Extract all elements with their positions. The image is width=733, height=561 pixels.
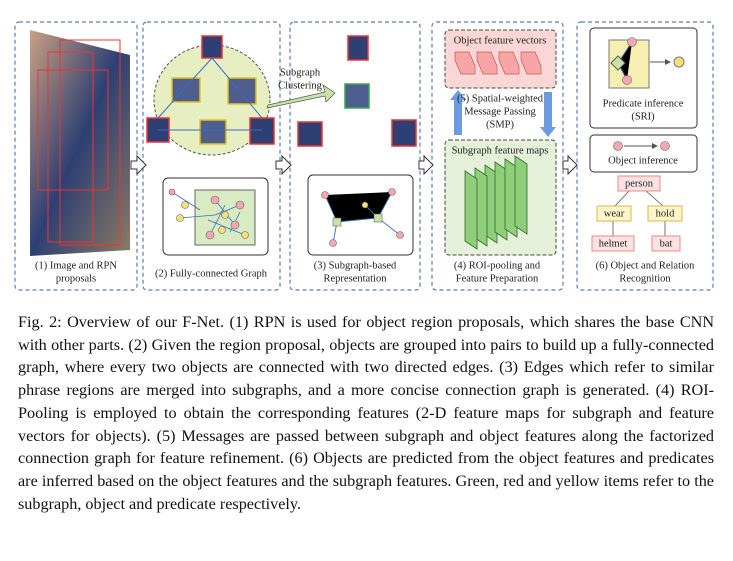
subgraph-thumb [344, 83, 370, 109]
feature-vectors [454, 51, 542, 75]
object-thumbs [297, 35, 417, 147]
module-label: (SMP) [486, 119, 515, 130]
graph-box [162, 177, 269, 256]
panel-label: (1) Image and RPN [35, 260, 117, 271]
clustering-arrow [266, 84, 336, 109]
panel-label: Recognition [619, 273, 671, 284]
proposal-box [37, 69, 109, 191]
panel-label: Representation [324, 273, 388, 284]
caption: Fig. 2: Overview of our F-Net. (1) RPN i… [18, 311, 714, 515]
arrow-label: Clustering [278, 80, 322, 91]
graph-box [307, 174, 414, 256]
proposal-box [59, 39, 121, 246]
panel-label: Feature Preparation [456, 273, 539, 284]
figure: Subgraph Clustering Object feature vecto… [14, 21, 714, 291]
predicate-box [589, 27, 698, 129]
object-box [589, 134, 698, 173]
graph-lines [324, 191, 401, 244]
box-title: Subgraph feature maps [452, 145, 549, 156]
panel-frame [289, 21, 421, 291]
arrow-label: Subgraph [280, 67, 321, 78]
tree-node: helmet [599, 238, 628, 249]
module-label: (5) Spatial-weighted [457, 93, 544, 104]
box-title: Object feature vectors [454, 35, 547, 46]
panel-frame [576, 21, 714, 291]
tree-edges [612, 189, 666, 236]
node [627, 37, 637, 47]
graph-nodes [168, 188, 249, 240]
panel-label: (6) Object and Relation [596, 260, 696, 271]
graph-nodes [321, 188, 404, 247]
node [610, 55, 626, 71]
module-label: Message Passing [464, 106, 536, 117]
node [673, 56, 685, 68]
panel-frame [142, 21, 281, 291]
panel-label: (2) Fully-connected Graph [155, 268, 268, 279]
caption-text: Overview of our F-Net. (1) RPN is used f… [18, 313, 715, 513]
box-label: Predicate inference [603, 98, 684, 109]
node [622, 75, 632, 85]
tree-boxes [591, 175, 683, 252]
panel-label: (3) Subgraph-based [314, 260, 397, 271]
node [613, 141, 623, 151]
box-label: Object inference [608, 155, 678, 166]
tree-node: wear [604, 208, 625, 219]
proposal-box [47, 51, 94, 243]
tree-node: bat [660, 238, 673, 249]
caption-label: Fig. 2: [18, 313, 62, 331]
panel-label: proposals [56, 273, 96, 284]
graph-edges [157, 57, 263, 131]
flow-arrows [130, 154, 578, 176]
feature-maps [464, 155, 528, 250]
photo [30, 30, 130, 256]
tree-node: hold [656, 208, 675, 219]
box-label: (SRI) [631, 111, 655, 122]
node [660, 141, 670, 151]
message-arrows [450, 90, 556, 137]
panel-label: (4) ROI-pooling and [454, 260, 541, 271]
panel-frame [14, 21, 138, 291]
panel-frame [431, 21, 564, 291]
object-thumbs [146, 35, 275, 145]
tree-node: person [625, 178, 654, 189]
